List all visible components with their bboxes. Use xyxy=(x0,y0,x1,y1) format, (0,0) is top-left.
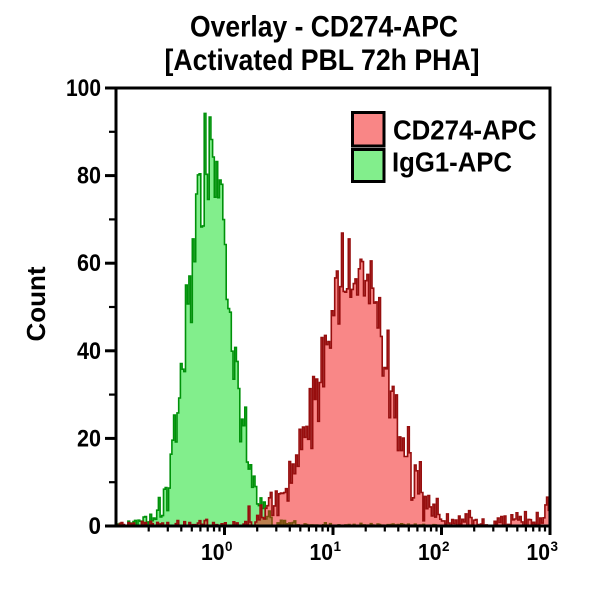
svg-text:0: 0 xyxy=(225,539,233,554)
svg-text:10: 10 xyxy=(527,539,551,565)
svg-text:[Activated PBL 72h PHA]: [Activated PBL 72h PHA] xyxy=(165,44,480,77)
svg-text:1: 1 xyxy=(334,539,342,554)
svg-text:Overlay - CD274-APC: Overlay - CD274-APC xyxy=(190,11,458,44)
svg-text:10: 10 xyxy=(418,539,442,565)
svg-text:3: 3 xyxy=(551,539,559,554)
svg-text:0: 0 xyxy=(89,513,102,540)
svg-text:100: 100 xyxy=(66,75,101,102)
svg-text:40: 40 xyxy=(77,338,101,365)
svg-text:60: 60 xyxy=(77,250,101,277)
svg-text:10: 10 xyxy=(310,539,334,565)
svg-text:20: 20 xyxy=(77,425,101,452)
svg-text:2: 2 xyxy=(442,539,450,554)
svg-text:CD274-APC: CD274-APC xyxy=(393,115,537,146)
svg-text:Count: Count xyxy=(21,266,51,341)
svg-text:80: 80 xyxy=(77,163,101,190)
svg-text:IgG1-APC: IgG1-APC xyxy=(392,147,512,178)
svg-text:10: 10 xyxy=(201,539,225,565)
